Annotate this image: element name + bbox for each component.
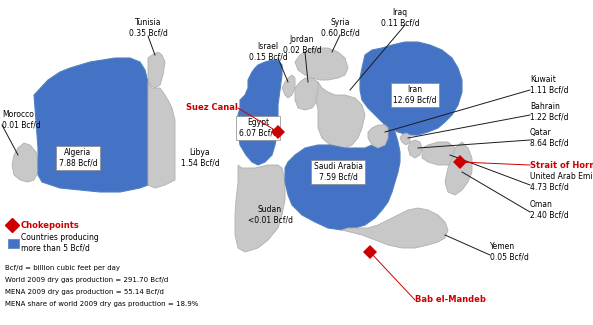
Text: World 2009 dry gas production = 291.70 Bcf/d: World 2009 dry gas production = 291.70 B…	[5, 277, 168, 283]
Text: Qatar
8.64 Bcf/d: Qatar 8.64 Bcf/d	[530, 128, 569, 148]
Polygon shape	[12, 143, 38, 182]
Text: Countries producing
more than 5 Bcf/d: Countries producing more than 5 Bcf/d	[21, 233, 99, 253]
Text: Egypt
6.07 Bcf/d: Egypt 6.07 Bcf/d	[238, 118, 278, 138]
Polygon shape	[235, 165, 285, 252]
Text: Tunisia
0.35 Bcf/d: Tunisia 0.35 Bcf/d	[129, 18, 167, 38]
Text: Iran
12.69 Bcf/d: Iran 12.69 Bcf/d	[393, 85, 437, 105]
Text: Bcf/d = billion cubic feet per day: Bcf/d = billion cubic feet per day	[5, 265, 120, 271]
Polygon shape	[282, 75, 295, 98]
Polygon shape	[342, 208, 448, 248]
Polygon shape	[400, 133, 410, 145]
Text: United Arab Emirates
4.73 Bcf/d: United Arab Emirates 4.73 Bcf/d	[530, 172, 593, 192]
Text: Israel
0.15 Bcf/d: Israel 0.15 Bcf/d	[248, 42, 288, 62]
Polygon shape	[295, 48, 348, 80]
Polygon shape	[148, 52, 165, 88]
Text: Sudan
<0.01 Bcf/d: Sudan <0.01 Bcf/d	[247, 205, 292, 225]
Polygon shape	[285, 110, 400, 230]
Polygon shape	[445, 142, 472, 195]
Polygon shape	[316, 82, 365, 148]
Polygon shape	[295, 78, 320, 110]
Text: Syria
0.60 Bcf/d: Syria 0.60 Bcf/d	[321, 18, 359, 38]
Text: MENA share of world 2009 dry gas production = 18.9%: MENA share of world 2009 dry gas product…	[5, 301, 199, 307]
Text: Saudi Arabia
7.59 Bcf/d: Saudi Arabia 7.59 Bcf/d	[314, 162, 362, 182]
Polygon shape	[422, 142, 458, 165]
Text: Libya
1.54 Bcf/d: Libya 1.54 Bcf/d	[181, 148, 219, 168]
Text: Jordan
0.02 Bcf/d: Jordan 0.02 Bcf/d	[283, 35, 321, 55]
Polygon shape	[360, 42, 462, 135]
Text: Bahrain
1.22 Bcf/d: Bahrain 1.22 Bcf/d	[530, 102, 569, 122]
Polygon shape	[148, 82, 175, 188]
Polygon shape	[34, 58, 148, 192]
Text: Chokepoints: Chokepoints	[21, 220, 79, 229]
Text: Morocco
0.01 Bcf/d: Morocco 0.01 Bcf/d	[2, 110, 41, 130]
Polygon shape	[368, 125, 388, 148]
Text: Algeria
7.88 Bcf/d: Algeria 7.88 Bcf/d	[59, 148, 97, 168]
Text: Strait of Hormuz: Strait of Hormuz	[530, 161, 593, 170]
Text: Oman
2.40 Bcf/d: Oman 2.40 Bcf/d	[530, 200, 569, 220]
Text: Bab el-Mandeb: Bab el-Mandeb	[415, 295, 486, 305]
Bar	[8, 239, 19, 248]
Text: Suez Canal: Suez Canal	[186, 103, 238, 112]
Text: Yemen
0.05 Bcf/d: Yemen 0.05 Bcf/d	[490, 242, 529, 262]
Polygon shape	[408, 140, 422, 158]
Text: Kuwait
1.11 Bcf/d: Kuwait 1.11 Bcf/d	[530, 75, 569, 95]
Text: MENA 2009 dry gas production = 55.14 Bcf/d: MENA 2009 dry gas production = 55.14 Bcf…	[5, 289, 164, 295]
Text: Iraq
0.11 Bcf/d: Iraq 0.11 Bcf/d	[381, 8, 419, 28]
Polygon shape	[238, 60, 282, 165]
